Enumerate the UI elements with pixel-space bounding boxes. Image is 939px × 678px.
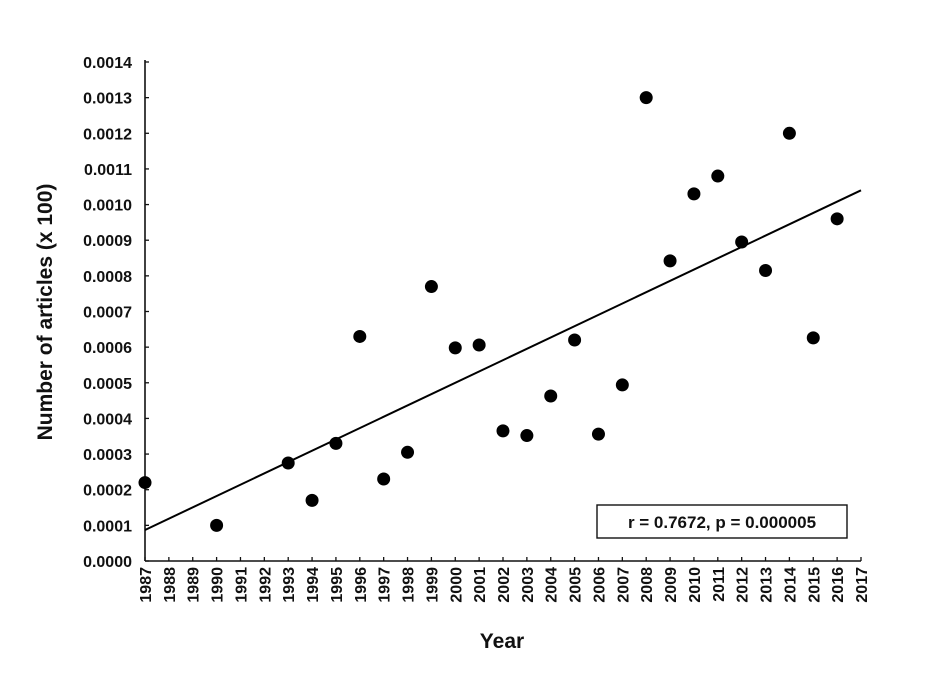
x-tick-label: 1993: [281, 567, 298, 603]
y-tick-label: 0.0010: [83, 198, 132, 215]
data-point: [759, 264, 773, 278]
y-tick-label: 0.0011: [84, 162, 132, 179]
data-point: [520, 429, 534, 443]
x-tick-label: 1998: [401, 567, 418, 603]
data-point: [663, 254, 677, 268]
x-tick-label: 1995: [329, 567, 346, 603]
x-axis: 1987 1988 1989 1990 1991 1992 1993 1994 1995 1996…: [138, 557, 871, 603]
y-tick-label: 0.0012: [83, 126, 132, 143]
data-point: [568, 333, 582, 347]
stats-annotation: r = 0.7672, p = 0.000005: [596, 504, 848, 539]
y-tick-label: 0.0009: [83, 233, 132, 250]
x-tick-label: 1994: [305, 567, 322, 603]
data-point: [424, 280, 438, 294]
x-tick-label: 2009: [663, 567, 680, 603]
data-point: [496, 424, 510, 438]
y-tick-label: 0.0001: [83, 518, 132, 535]
y-tick-label: 0.0013: [83, 91, 132, 108]
x-tick-label: 1988: [162, 567, 179, 603]
x-tick-label: 2007: [615, 567, 632, 603]
data-point: [591, 427, 605, 441]
x-tick-label: 1992: [257, 567, 274, 603]
data-point: [401, 445, 415, 459]
y-tick-label: 0.0000: [83, 554, 132, 571]
x-tick-label: 1996: [353, 567, 370, 603]
x-tick-label: 2017: [854, 567, 871, 603]
x-tick-label: 2016: [830, 567, 847, 603]
y-tick-label: 0.0004: [83, 411, 132, 428]
data-point: [210, 518, 224, 532]
data-point: [377, 472, 391, 486]
data-point: [472, 338, 486, 352]
data-point: [138, 476, 152, 490]
x-tick-label: 1989: [186, 567, 203, 603]
x-tick-label: 2005: [568, 567, 585, 603]
x-tick-label: 2002: [496, 567, 513, 603]
x-tick-label: 1987: [138, 567, 155, 603]
x-tick-label: 2006: [591, 567, 608, 603]
x-tick-label: 1990: [210, 567, 227, 603]
y-tick-label: 0.0007: [83, 305, 132, 322]
x-tick-label: 2010: [687, 567, 704, 603]
x-tick-label: 2001: [472, 567, 489, 603]
y-tick-label: 0.0008: [83, 269, 132, 286]
y-tick-label: 0.0003: [83, 447, 132, 464]
stats-text: r = 0.7672, p = 0.000005: [628, 513, 816, 532]
data-point: [830, 212, 844, 226]
x-axis-title: Year: [480, 630, 524, 653]
data-point: [687, 187, 701, 201]
y-axis: 0.0000 0.0001 0.0002 0.0003 0.0004 0.0005 0.00…: [83, 55, 149, 571]
data-point: [448, 341, 462, 355]
y-tick-label: 0.0006: [83, 340, 132, 357]
y-tick-label: 0.0002: [83, 483, 132, 500]
trendline: [144, 189, 862, 531]
x-tick-label: 2003: [520, 567, 537, 603]
data-point: [806, 331, 820, 345]
x-tick-label: 2014: [782, 567, 799, 603]
x-tick-label: 2004: [544, 567, 561, 603]
data-points: [138, 91, 844, 532]
data-point: [711, 169, 725, 183]
data-point: [281, 456, 295, 470]
x-tick-label: 2000: [448, 567, 465, 603]
x-tick-label: 2011: [711, 567, 728, 602]
y-tick-label: 0.0005: [83, 376, 132, 393]
data-point: [735, 235, 749, 249]
data-point: [615, 378, 629, 392]
data-point: [544, 389, 558, 403]
x-tick-label: 2015: [806, 567, 823, 603]
x-tick-label: 1997: [377, 567, 394, 603]
data-point: [639, 91, 653, 105]
data-point: [305, 493, 319, 507]
data-point: [329, 436, 343, 450]
data-point: [353, 329, 367, 343]
data-point: [782, 126, 796, 140]
x-tick-label: 2013: [759, 567, 776, 603]
x-tick-label: 1991: [233, 567, 250, 603]
y-tick-label: 0.0014: [83, 55, 132, 72]
x-tick-label: 2008: [639, 567, 656, 603]
x-tick-label: 2012: [735, 567, 752, 603]
y-axis-title: Number of articles (x 100): [34, 184, 57, 441]
x-tick-label: 1999: [424, 567, 441, 603]
